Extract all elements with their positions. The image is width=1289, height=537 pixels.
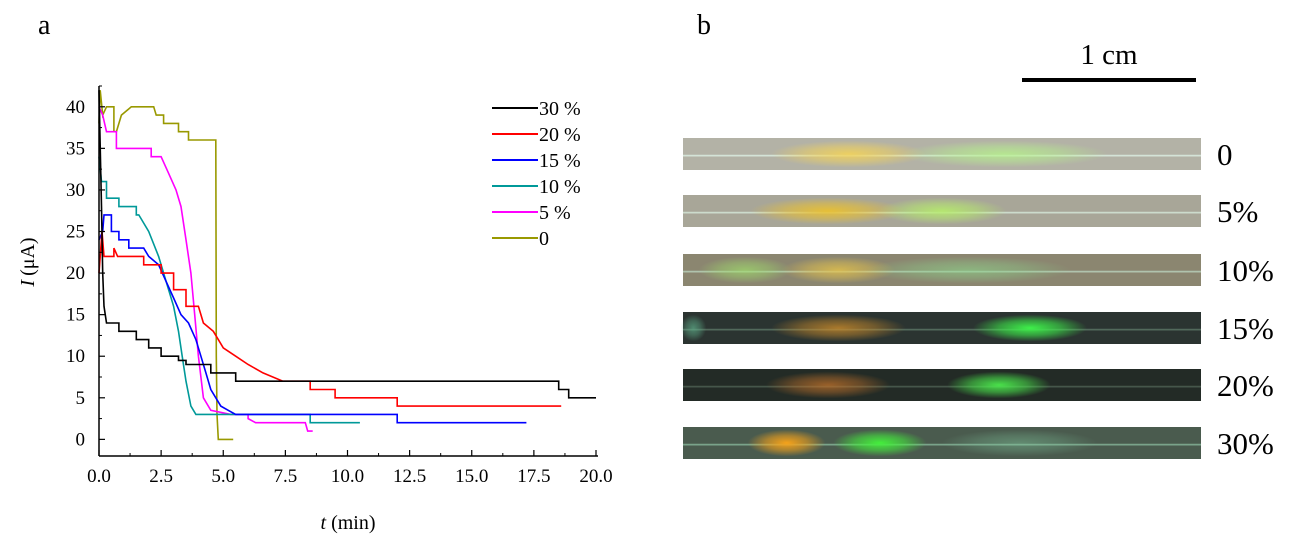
legend-entry: 15 %: [539, 150, 581, 172]
y-tick-label: 20: [66, 263, 85, 284]
strip-glow: [833, 429, 927, 457]
strip-label: 5%: [1217, 194, 1258, 229]
y-axis-unit: (μA): [17, 237, 39, 276]
strip-label: 30%: [1217, 426, 1274, 461]
y-tick-label: 40: [66, 97, 85, 118]
strip-glow: [698, 256, 792, 284]
series-line-20: [98, 231, 562, 407]
x-axis-unit: (min): [331, 512, 375, 534]
strip-glow: [747, 429, 826, 457]
x-tick-label: 12.5: [393, 466, 426, 487]
scale-bar-label: 1 cm: [1080, 39, 1138, 71]
strip-glow: [877, 197, 1007, 225]
emission-strips-panel: 1 cm 0 5% 10% 15% 20% 30%: [680, 39, 1274, 461]
strip-glow: [900, 140, 1108, 168]
series-line-30: [98, 90, 596, 399]
strip-glow: [680, 314, 707, 342]
x-tick-label: 20.0: [579, 466, 612, 487]
y-axis-symbol: I: [17, 279, 39, 288]
series-line-0: [98, 90, 234, 441]
x-axis-symbol: t: [321, 512, 327, 534]
strip-label: 0: [1217, 137, 1233, 172]
legend-entry: 30 %: [539, 98, 581, 120]
series-line-15: [98, 214, 527, 424]
x-tick-label: 2.5: [149, 466, 173, 487]
strip-glow: [750, 197, 906, 225]
strip-label: 15%: [1217, 311, 1274, 346]
y-axis-label: I (μA): [17, 237, 39, 287]
legend: 30 % 20 % 15 % 10 % 5 % 0: [492, 98, 581, 250]
strip-background: [683, 312, 1201, 344]
y-tick-label: 0: [76, 429, 86, 450]
x-ticks: 0.0 2.5 5.0 7.5 10.0 12.5 15.0 17.5 20.0: [87, 450, 613, 487]
strip-glow: [942, 429, 1098, 457]
x-tick-label: 10.0: [331, 466, 364, 487]
y-tick-label: 25: [66, 222, 85, 243]
y-tick-label: 15: [66, 305, 85, 326]
strip-glow: [771, 314, 906, 342]
x-tick-label: 17.5: [517, 466, 550, 487]
x-tick-label: 5.0: [211, 466, 235, 487]
panel-label-b: b: [697, 10, 711, 41]
series-line-10: [98, 156, 360, 424]
y-tick-label: 5: [76, 388, 86, 409]
strip-glow: [771, 140, 927, 168]
y-tick-label: 30: [66, 180, 85, 201]
x-tick-label: 0.0: [87, 466, 111, 487]
series-line-5: [98, 106, 313, 432]
current-vs-time-chart: 0.0 2.5 5.0 7.5 10.0 12.5 15.0 17.5 20.0 0 5 10 15 2…: [17, 85, 613, 534]
legend-entry: 10 %: [539, 176, 581, 198]
x-axis-label: t (min): [321, 512, 376, 534]
y-ticks: 0 5 10 15 20 25 30 35 40: [66, 85, 105, 450]
strip: 10%: [683, 253, 1274, 288]
y-tick-label: 10: [66, 346, 85, 367]
strip: 15%: [680, 311, 1274, 346]
legend-entry: 0: [539, 228, 549, 250]
y-tick-label: 35: [66, 138, 85, 159]
strip-glow: [947, 371, 1051, 399]
legend-entry: 5 %: [539, 202, 571, 224]
strip: 0: [683, 137, 1233, 172]
legend-entry: 20 %: [539, 124, 581, 146]
strip-glow: [765, 371, 891, 399]
axes: 0.0 2.5 5.0 7.5 10.0 12.5 15.0 17.5 20.0 0 5 10 15 2…: [66, 85, 613, 487]
x-tick-label: 15.0: [455, 466, 488, 487]
strip-glow: [864, 256, 1072, 284]
plot-lines: [98, 90, 596, 441]
strip-label: 10%: [1217, 253, 1274, 288]
x-tick-label: 7.5: [274, 466, 298, 487]
strips: 0 5% 10% 15% 20% 30%: [680, 137, 1274, 461]
strip-glow: [781, 256, 896, 284]
strip: 30%: [683, 426, 1274, 461]
strip-glow: [973, 314, 1088, 342]
panel-label-a: a: [38, 10, 51, 41]
strip-label: 20%: [1217, 368, 1274, 403]
strip: 5%: [683, 194, 1258, 229]
strip: 20%: [683, 368, 1274, 403]
strip-background: [683, 369, 1201, 401]
